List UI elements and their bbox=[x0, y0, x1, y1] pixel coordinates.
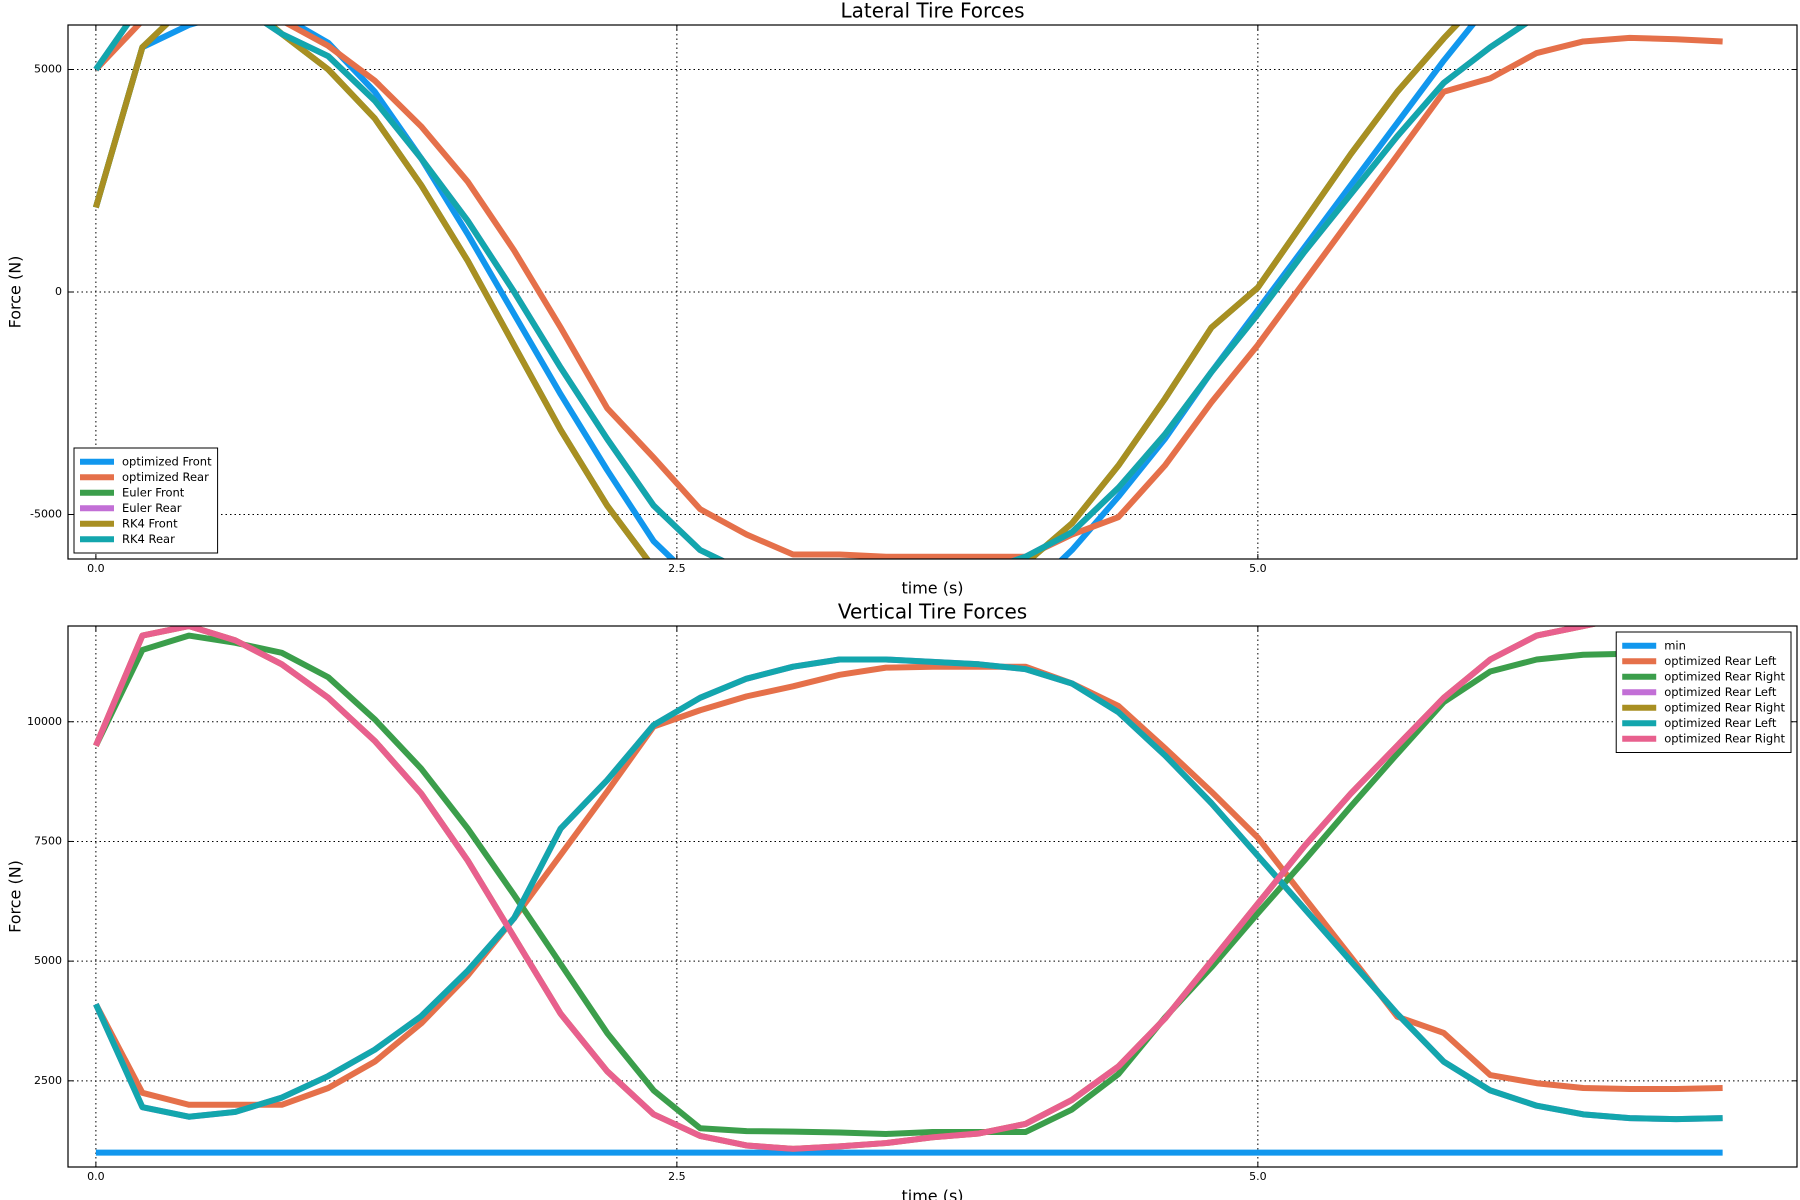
y-axis-label: Force (N) bbox=[6, 860, 25, 933]
y-tick-label: 5000 bbox=[34, 954, 62, 967]
series-line bbox=[93, 25, 1461, 559]
series-line bbox=[93, 25, 1529, 559]
subplot: Lateral Tire Forces time (s) Force (N) 0.0 2… bbox=[6, 0, 1798, 598]
series-line bbox=[93, 25, 1529, 559]
chart-title: Vertical Tire Forces bbox=[838, 600, 1027, 624]
series-line bbox=[93, 632, 1723, 1137]
series-line bbox=[93, 626, 1599, 1152]
series-line bbox=[93, 25, 1477, 559]
legend-frame bbox=[73, 447, 219, 554]
y-tick-label: 2500 bbox=[34, 1074, 62, 1087]
series-line bbox=[93, 656, 1723, 1123]
x-tick-label: 5.0 bbox=[1249, 562, 1267, 575]
subplot: Vertical Tire Forces time (s) Force (N) 0.0… bbox=[6, 600, 1798, 1200]
x-tick-label: 2.5 bbox=[668, 1170, 686, 1183]
legend-label: optimized Rear Left bbox=[1664, 685, 1777, 699]
series-line bbox=[93, 663, 1723, 1108]
legend-label: optimized Rear Right bbox=[1664, 669, 1785, 683]
y-axis-label: Force (N) bbox=[6, 256, 25, 329]
x-tick-label: 5.0 bbox=[1249, 1170, 1267, 1183]
x-axis-label: time (s) bbox=[901, 579, 963, 598]
legend-label: optimized Front bbox=[122, 454, 212, 468]
legend-label: RK4 Front bbox=[122, 516, 178, 530]
legend-label: optimized Rear Left bbox=[1664, 716, 1777, 730]
series-line bbox=[93, 656, 1723, 1123]
chart-title: Lateral Tire Forces bbox=[840, 0, 1024, 23]
plot-frame bbox=[67, 24, 1798, 560]
x-axis-label: time (s) bbox=[901, 1187, 963, 1200]
plot-frame bbox=[67, 625, 1798, 1168]
x-tick-label: 0.0 bbox=[87, 562, 105, 575]
legend-label: Euler Rear bbox=[122, 501, 182, 515]
y-tick-label: 0 bbox=[55, 285, 62, 298]
x-tick-label: 0.0 bbox=[87, 1170, 105, 1183]
y-tick-label: 7500 bbox=[34, 834, 62, 847]
legend-label: optimized Rear Left bbox=[1664, 654, 1777, 668]
y-tick-label: -5000 bbox=[30, 508, 62, 521]
x-tick-label: 2.5 bbox=[668, 562, 686, 575]
series-line bbox=[93, 25, 1723, 559]
legend-label: optimized Rear Right bbox=[1664, 700, 1785, 714]
y-tick-label: 5000 bbox=[34, 63, 62, 76]
legend-label: Euler Front bbox=[122, 485, 185, 499]
series-line bbox=[93, 25, 1461, 559]
legend-label: RK4 Rear bbox=[122, 532, 175, 546]
y-tick-label: 10000 bbox=[27, 715, 62, 728]
legend-label: min bbox=[1664, 638, 1686, 652]
legend-label: optimized Rear bbox=[122, 470, 209, 484]
legend-label: optimized Rear Right bbox=[1664, 731, 1785, 745]
